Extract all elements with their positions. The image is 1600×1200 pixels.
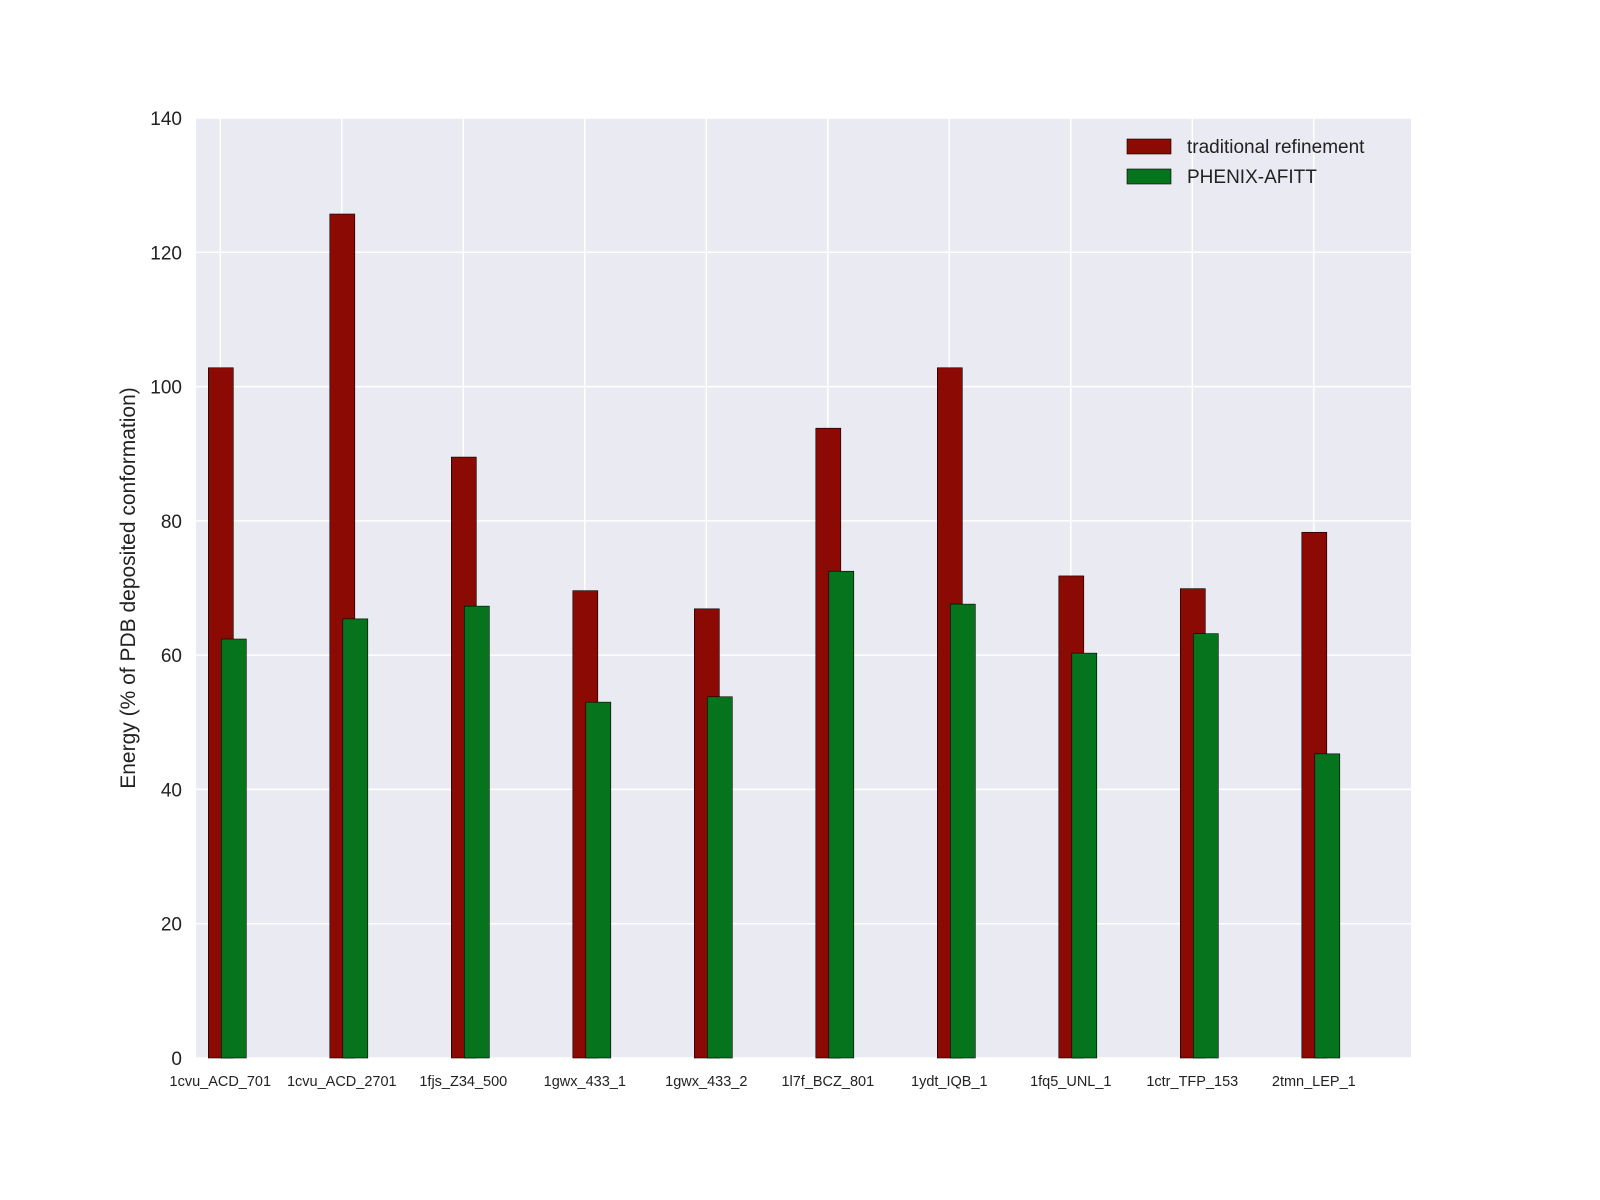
x-tick-label: 1gwx_433_1	[544, 1074, 626, 1090]
y-tick-label: 100	[150, 378, 182, 399]
legend-swatch	[1126, 138, 1172, 155]
bar-phenix-afitt	[706, 696, 733, 1059]
bar-phenix-afitt	[1071, 652, 1098, 1059]
y-tick-label: 60	[161, 646, 182, 667]
x-tick-label: 1l7f_BCZ_801	[781, 1074, 874, 1090]
x-tick-label: 1cvu_ACD_2701	[287, 1074, 397, 1090]
y-tick-label: 20	[161, 915, 182, 936]
bar-phenix-afitt	[1314, 753, 1341, 1059]
legend-label: PHENIX-AFITT	[1187, 167, 1317, 188]
x-tick-label: 1fjs_Z34_500	[419, 1074, 507, 1090]
y-tick-label: 0	[171, 1049, 182, 1070]
x-tick-label: 1gwx_433_2	[665, 1074, 747, 1090]
x-tick-label: 1fq5_UNL_1	[1030, 1074, 1111, 1090]
bar-phenix-afitt	[221, 638, 247, 1059]
bar-phenix-afitt	[342, 618, 369, 1059]
bar-phenix-afitt	[828, 570, 855, 1059]
y-tick-label: 140	[150, 109, 182, 130]
bar-phenix-afitt	[949, 603, 976, 1059]
legend-label: traditional refinement	[1187, 137, 1365, 158]
y-tick-label: 40	[161, 780, 182, 801]
plot-background	[196, 118, 1411, 1058]
x-tick-label: 1ctr_TFP_153	[1146, 1074, 1238, 1090]
y-tick-label: 120	[150, 243, 182, 264]
x-tick-label: 2tmn_LEP_1	[1272, 1074, 1356, 1090]
x-tick-label: 1cvu_ACD_701	[170, 1074, 272, 1090]
y-tick-label: 80	[161, 512, 182, 533]
y-axis-label: Energy (% of PDB deposited conformation)	[117, 387, 140, 789]
bar-phenix-afitt	[585, 701, 612, 1059]
legend-swatch	[1126, 168, 1172, 185]
bar-phenix-afitt	[463, 605, 490, 1059]
x-tick-label: 1ydt_IQB_1	[911, 1074, 988, 1090]
legend: traditional refinement PHENIX-AFITT	[1126, 137, 1365, 188]
bar-phenix-afitt	[1193, 633, 1219, 1059]
